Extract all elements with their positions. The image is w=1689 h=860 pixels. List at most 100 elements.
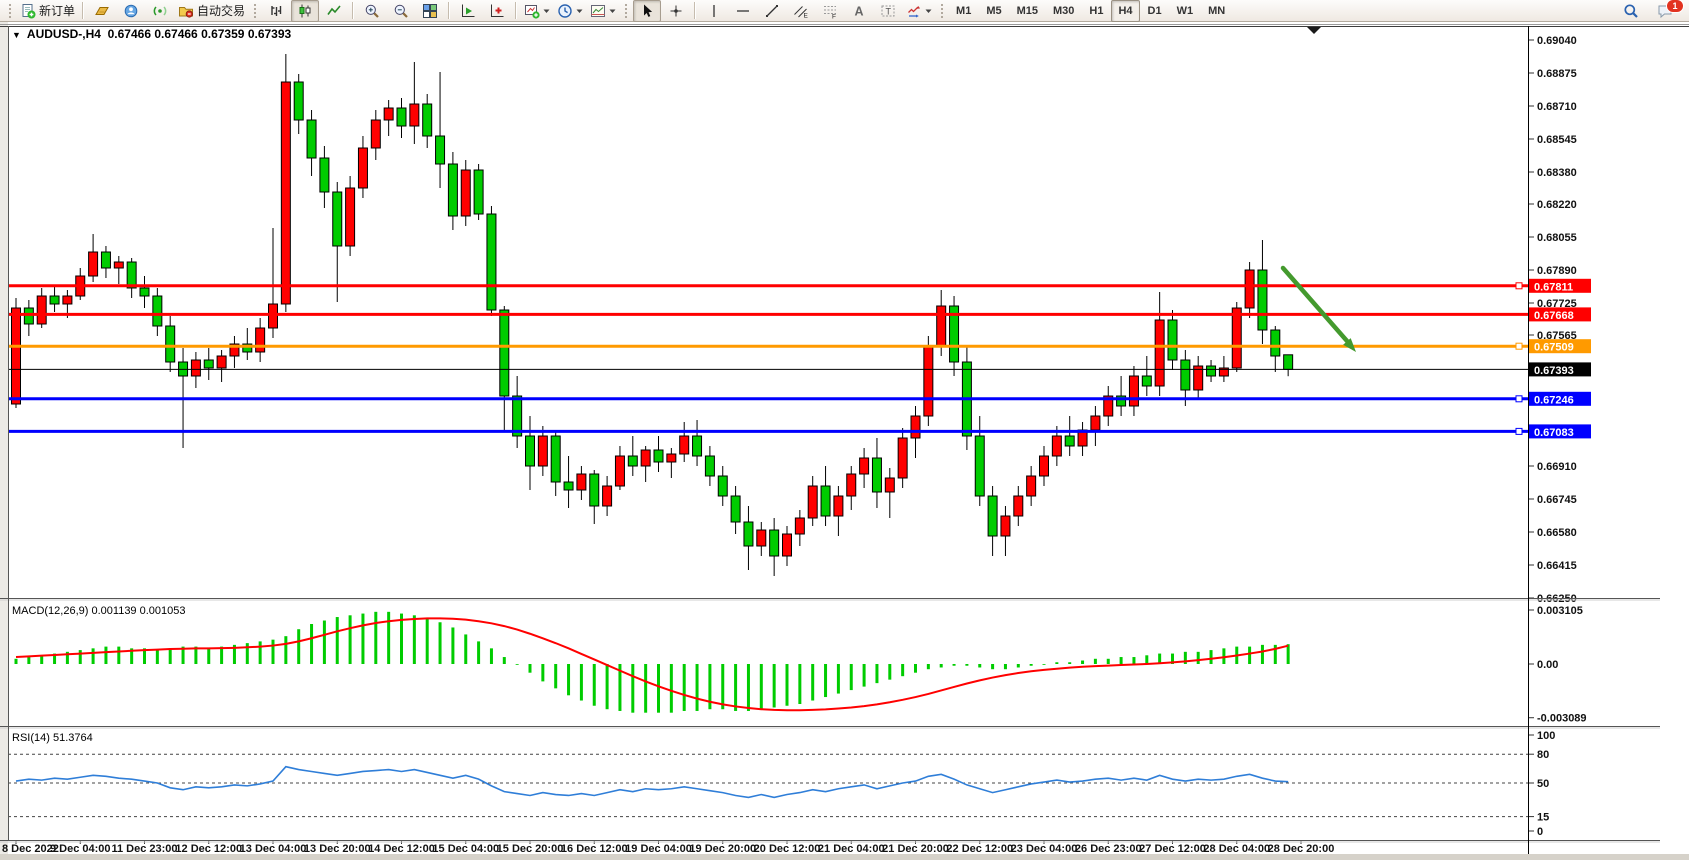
timeframe-m30-button[interactable]: M30 — [1053, 4, 1075, 17]
toolbar-grip[interactable] — [624, 2, 629, 19]
bar-chart-icon — [271, 5, 282, 16]
price-tick-label: 0.68220 — [1537, 199, 1577, 211]
crosshair-button[interactable] — [662, 0, 690, 22]
chart-shift-marker[interactable] — [1307, 27, 1321, 34]
timeframe-w1-button[interactable]: W1 — [1176, 4, 1194, 17]
timeframe-m5-button[interactable]: M5 — [986, 4, 1002, 17]
new-order-button[interactable]: 新订单 — [17, 0, 78, 22]
time-tick-label: 19 Dec 20:00 — [689, 843, 756, 855]
toolbar-separator — [515, 2, 518, 19]
line-handle[interactable] — [1515, 395, 1523, 403]
vertical-line-button[interactable] — [700, 0, 728, 22]
toolbar-grip[interactable] — [940, 2, 945, 19]
trend-arrow-annotation[interactable] — [1280, 265, 1356, 352]
rsi-tick-label: 0 — [1537, 826, 1543, 838]
time-tick-label: 26 Dec 23:00 — [1075, 843, 1142, 855]
horizontal-line-button[interactable] — [729, 0, 757, 22]
timeframe-h4-button[interactable]: H4 — [1111, 0, 1140, 22]
rsi-line — [15, 765, 1289, 799]
line-handle[interactable] — [1515, 427, 1523, 435]
zoom-out-icon — [394, 4, 408, 18]
left-gutter — [0, 22, 8, 860]
time-tick-label: 23 Dec 04:00 — [1011, 843, 1078, 855]
time-tick-label: 15 Dec 20:00 — [497, 843, 564, 855]
macd-tick-label: -0.003089 — [1537, 713, 1587, 725]
line-handle[interactable] — [1515, 342, 1523, 350]
price-tick-label: 0.66745 — [1537, 494, 1577, 506]
line-chart-icon — [327, 4, 341, 15]
auto-scroll-button[interactable] — [454, 0, 482, 22]
rsi-tick-label: 15 — [1537, 812, 1549, 824]
macd-tick-label: 0.003105 — [1537, 605, 1583, 617]
notification-badge: 1 — [1666, 0, 1684, 13]
auto-trading-button[interactable]: 自动交易 — [175, 0, 248, 22]
chat-button[interactable]: 1 — [1651, 0, 1684, 22]
timeframe-mn-button[interactable]: MN — [1208, 4, 1226, 17]
quotes-button[interactable] — [88, 0, 116, 22]
fibonacci-button[interactable]: F — [816, 0, 844, 22]
price-pane[interactable] — [8, 27, 1528, 576]
vline-icon — [713, 4, 715, 17]
new-order-button-label: 新订单 — [39, 4, 76, 18]
new-chart-button[interactable] — [521, 0, 553, 22]
toolbar-grip[interactable] — [8, 2, 12, 19]
text-label-icon: T — [881, 5, 895, 16]
navigator-button[interactable] — [117, 0, 145, 22]
chart-background[interactable] — [0, 22, 1689, 860]
candle-chart-button[interactable] — [291, 0, 320, 22]
timeframe-d1-button[interactable]: D1 — [1147, 4, 1162, 17]
time-tick-label: 21 Dec 20:00 — [882, 843, 949, 855]
time-tick-label: 14 Dec 12:00 — [368, 843, 435, 855]
zoom-in-button[interactable] — [358, 0, 386, 22]
axis-price-flag-label: 0.67083 — [1534, 427, 1574, 439]
rsi-pane[interactable] — [8, 753, 1528, 818]
signal-icon — [153, 5, 167, 16]
cursor-icon — [644, 4, 653, 17]
line-handle[interactable] — [1515, 282, 1523, 290]
price-tick-label: 0.67725 — [1537, 298, 1577, 310]
periods-button[interactable] — [554, 0, 586, 22]
new-chart-icon — [525, 4, 540, 19]
price-tick-label: 0.68055 — [1537, 232, 1577, 244]
timeframe-h1-button[interactable]: H1 — [1089, 4, 1104, 17]
fibonacci-icon: F — [824, 5, 837, 19]
chart-shift-button[interactable] — [483, 0, 511, 22]
axis-price-flag — [1529, 362, 1591, 377]
timeframe-m1-button[interactable]: M1 — [956, 4, 972, 17]
hline-icon — [737, 9, 750, 12]
time-tick-label: 19 Dec 04:00 — [625, 843, 692, 855]
cursor-button[interactable] — [633, 0, 662, 22]
price-axis[interactable]: 0.69040 0.68875 0.68710 0.68545 0.68380 0.682… — [1529, 35, 1591, 838]
signals-button[interactable] — [146, 0, 174, 22]
svg-text:F: F — [832, 13, 836, 19]
zoom-out-button[interactable] — [387, 0, 415, 22]
chart-plot[interactable]: 0.69040 0.68875 0.68710 0.68545 0.68380 0.682… — [0, 22, 1689, 860]
text-label-button[interactable]: T — [874, 0, 902, 22]
templates-button[interactable] — [587, 0, 619, 22]
chart-window[interactable]: 0.69040 0.68875 0.68710 0.68545 0.68380 0.682… — [0, 22, 1689, 860]
time-tick-label: 9 Dec 04:00 — [50, 843, 111, 855]
axis-price-flag — [1529, 339, 1591, 354]
tile-windows-button[interactable] — [416, 0, 444, 22]
autotrade-icon — [179, 6, 194, 18]
quotes-icon — [95, 6, 109, 15]
text-button[interactable]: A — [845, 0, 873, 22]
svg-text:E: E — [804, 12, 809, 19]
macd-pane[interactable] — [14, 611, 1290, 713]
arrows-button[interactable] — [903, 0, 935, 22]
rsi-tick-label: 100 — [1537, 730, 1555, 742]
search-button[interactable] — [1617, 0, 1645, 22]
axis-price-flag — [1529, 391, 1591, 406]
axis-price-flag-label: 0.67246 — [1534, 394, 1574, 406]
equidistant-channel-button[interactable]: E — [787, 0, 815, 22]
axis-price-flag — [1529, 424, 1591, 439]
time-tick-label: 11 Dec 23:00 — [111, 843, 177, 855]
trendline-button[interactable] — [758, 0, 786, 22]
axis-price-flag-label: 0.67509 — [1534, 342, 1574, 354]
bar-chart-button[interactable] — [262, 0, 290, 22]
toolbar-grip[interactable] — [253, 2, 258, 19]
timeframe-m15-button[interactable]: M15 — [1016, 4, 1038, 17]
new-order-icon — [22, 3, 36, 18]
line-chart-button[interactable] — [320, 0, 348, 22]
